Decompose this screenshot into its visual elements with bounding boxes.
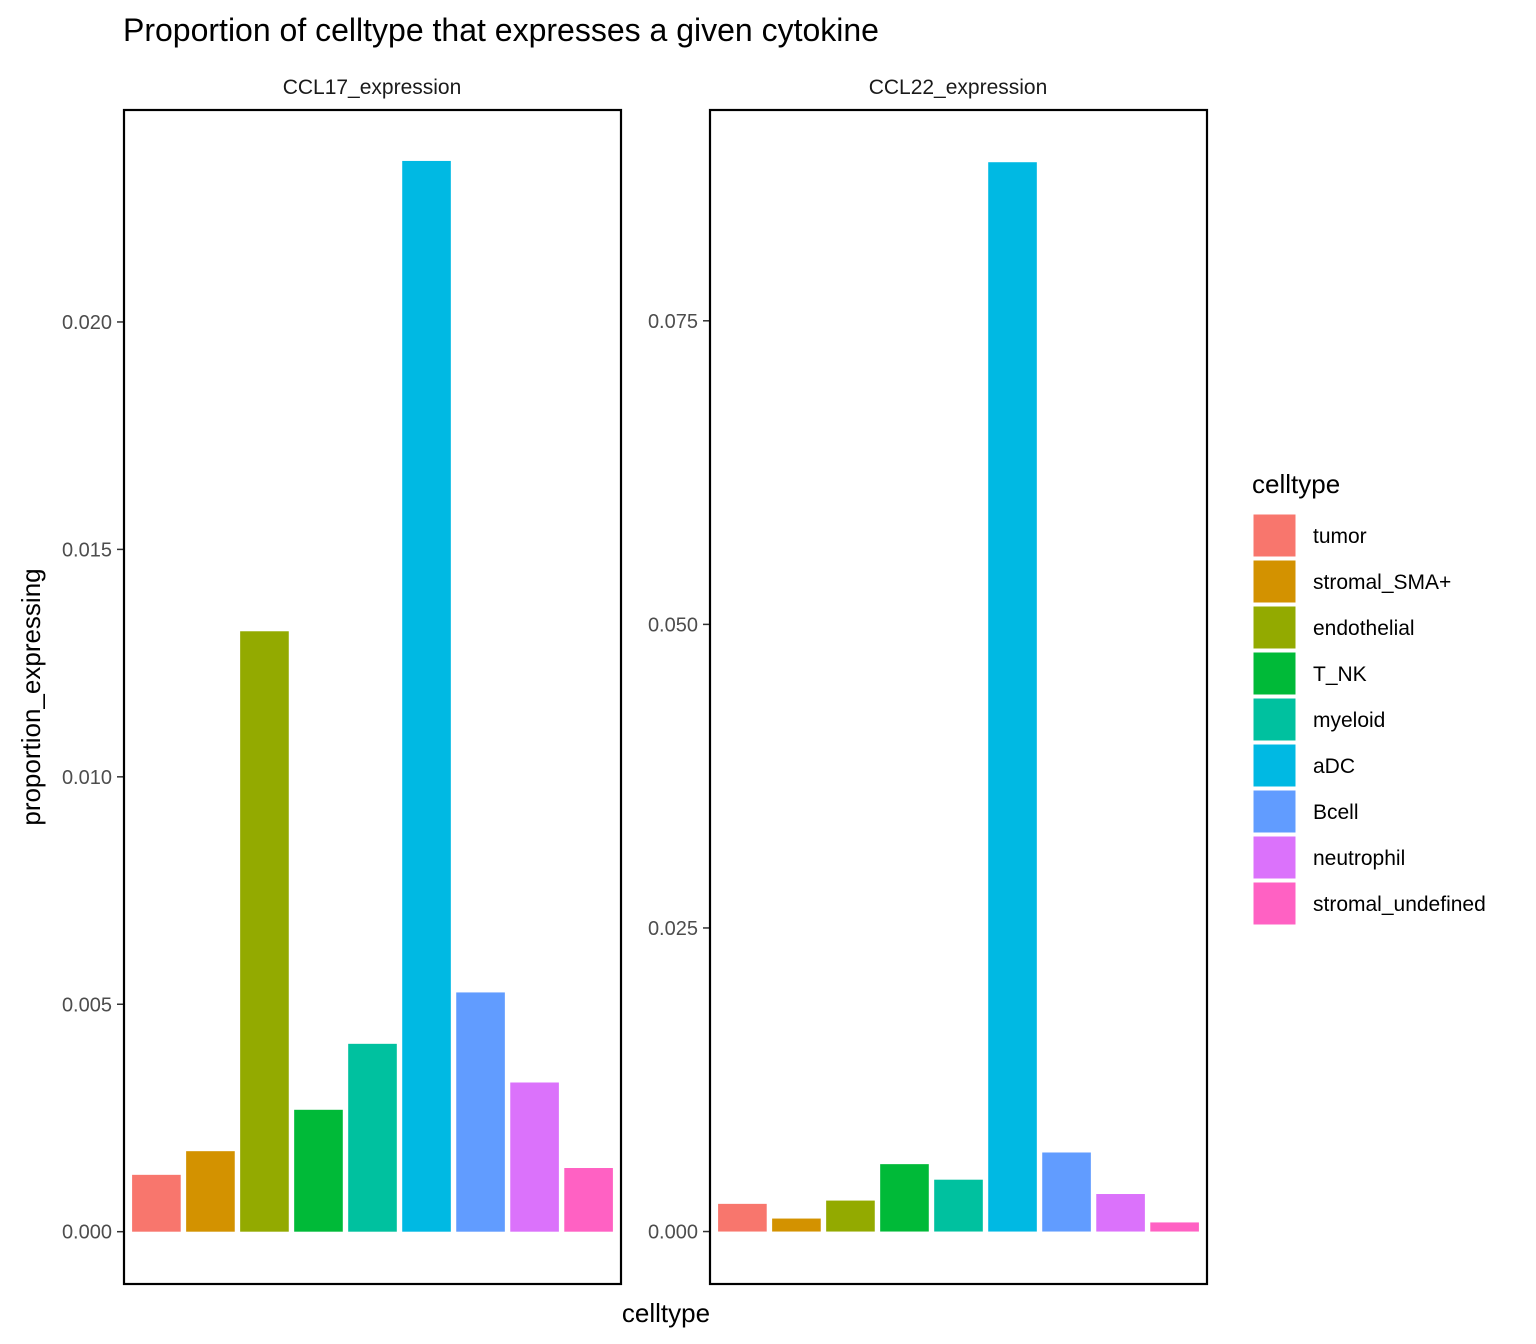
bar-tumor	[718, 1203, 767, 1232]
legend-key-tumor	[1252, 513, 1297, 558]
legend-key-stromal-sma-	[1252, 559, 1297, 604]
x-axis-title: celltype	[622, 1298, 710, 1328]
bar-adc	[402, 160, 451, 1232]
bar-myeloid	[348, 1043, 397, 1232]
y-tick-label: 0.015	[62, 539, 112, 561]
facet-panel-ccl22: CCL22_expression 0.000 0.025 0.050 0.075	[648, 76, 1209, 1286]
legend-key-stromal-undefined	[1252, 881, 1297, 926]
bar-myeloid	[934, 1179, 983, 1232]
y-tick-label: 0.000	[62, 1222, 112, 1244]
panel-border	[122, 108, 623, 1286]
bar-neutrophil	[510, 1082, 559, 1232]
legend-label: neutrophil	[1313, 847, 1405, 870]
legend-label: stromal_undefined	[1313, 893, 1486, 916]
legend-label: myeloid	[1313, 709, 1385, 732]
legend-key-t-nk	[1252, 651, 1297, 696]
bar-tumor	[132, 1174, 181, 1232]
bar-bcell	[1042, 1152, 1091, 1232]
legend-key-bcell	[1252, 789, 1297, 834]
y-tick-label: 0.000	[648, 1222, 698, 1244]
bar-adc	[988, 162, 1037, 1232]
legend-label: T_NK	[1313, 663, 1367, 686]
legend-label: Bcell	[1313, 801, 1359, 824]
legend-key-myeloid	[1252, 697, 1297, 742]
y-tick-label: 0.025	[648, 918, 698, 940]
panel-border	[708, 108, 1209, 1286]
chart-title: Proportion of celltype that expresses a …	[123, 12, 879, 48]
bar-stromal-sma-	[186, 1151, 235, 1232]
legend-label: tumor	[1313, 525, 1367, 548]
bar-endothelial	[826, 1200, 875, 1232]
bar-stromal-sma-	[772, 1218, 821, 1232]
bar-neutrophil	[1096, 1194, 1145, 1232]
y-tick-label: 0.050	[648, 614, 698, 636]
legend: celltype tumor stromal_SMA+ endothelial T_N…	[1252, 469, 1486, 926]
legend-title: celltype	[1252, 469, 1340, 499]
legend-key-adc	[1252, 743, 1297, 788]
y-tick-label: 0.020	[62, 312, 112, 334]
y-tick-label: 0.005	[62, 994, 112, 1016]
bar-t-nk	[880, 1164, 929, 1232]
bar-stromal-undefined	[1150, 1222, 1199, 1232]
bar-stromal-undefined	[564, 1168, 613, 1232]
facet-strip-label: CCL17_expression	[283, 76, 462, 99]
facet-strip-label: CCL22_expression	[869, 76, 1048, 99]
y-axis-title: proportion_expressing	[16, 568, 46, 825]
legend-label: aDC	[1313, 755, 1355, 778]
legend-label: endothelial	[1313, 617, 1415, 640]
bar-t-nk	[294, 1109, 343, 1232]
bar-bcell	[456, 992, 505, 1232]
legend-key-endothelial	[1252, 605, 1297, 650]
bar-endothelial	[240, 631, 289, 1232]
legend-label: stromal_SMA+	[1313, 571, 1451, 594]
y-tick-label: 0.075	[648, 311, 698, 333]
facet-panel-ccl17: CCL17_expression 0.000 0.005 0.010 0.015 0.02…	[62, 76, 623, 1286]
legend-key-neutrophil	[1252, 835, 1297, 880]
y-tick-label: 0.010	[62, 767, 112, 789]
